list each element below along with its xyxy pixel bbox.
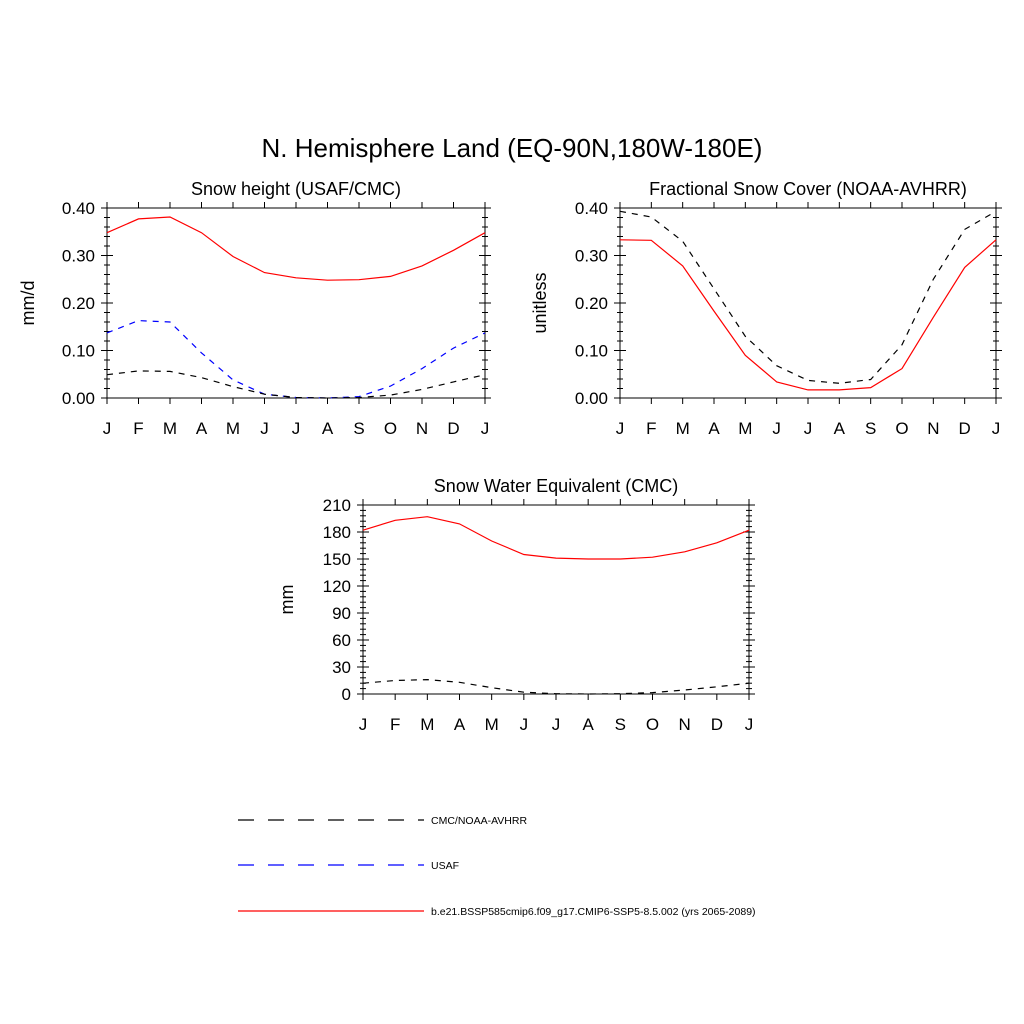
series-line-2 (619, 210, 997, 384)
y-tick-label: 0.30 (62, 247, 95, 266)
x-tick-label: F (390, 715, 400, 734)
series-line-3 (106, 370, 486, 399)
x-tick-label: M (738, 419, 752, 438)
series-line-2 (362, 678, 750, 695)
y-tick-label: 0.30 (575, 247, 608, 266)
x-tick-label: O (895, 419, 908, 438)
x-tick-label: J (292, 419, 301, 438)
y-tick-label: 0.40 (575, 199, 608, 218)
x-tick-label: N (416, 419, 428, 438)
x-tick-label: O (646, 715, 659, 734)
panel-title: Snow height (USAF/CMC) (191, 179, 401, 199)
x-tick-label: A (196, 419, 208, 438)
x-tick-label: M (485, 715, 499, 734)
series-line-1 (619, 239, 997, 391)
x-tick-label: D (711, 715, 723, 734)
x-tick-label: N (927, 419, 939, 438)
y-tick-label: 0.00 (62, 389, 95, 408)
y-tick-label: 210 (323, 496, 351, 515)
y-tick-label: 150 (323, 550, 351, 569)
legend-label-1: CMC/NOAA-AVHRR (431, 815, 527, 827)
x-tick-label: M (226, 419, 240, 438)
y-tick-label: 60 (332, 631, 351, 650)
y-tick-label: 0 (342, 685, 351, 704)
x-tick-label: J (745, 715, 754, 734)
y-tick-label: 0.20 (62, 294, 95, 313)
x-tick-label: A (708, 419, 720, 438)
series-line-1 (106, 216, 486, 281)
y-tick-label: 180 (323, 523, 351, 542)
legend: CMC/NOAA-AVHRR USAF b.e21.BSSP585cmip6.f09… (238, 815, 756, 918)
x-tick-label: J (804, 419, 813, 438)
x-tick-label: S (865, 419, 876, 438)
chart-panel-1: Snow height (USAF/CMC) mm/d 0.00 0.10 0.20 0.… (18, 179, 491, 438)
x-tick-label: J (103, 419, 112, 438)
legend-label-2: USAF (431, 860, 459, 872)
y-tick-label: 30 (332, 658, 351, 677)
y-tick-label: 0.20 (575, 294, 608, 313)
y-tick-label: 0.10 (575, 342, 608, 361)
y-tick-label: 0.00 (575, 389, 608, 408)
x-tick-label: J (616, 419, 625, 438)
x-tick-label: J (260, 419, 269, 438)
x-tick-label: A (582, 715, 594, 734)
panel-title: Snow Water Equivalent (CMC) (434, 476, 678, 496)
x-tick-label: S (615, 715, 626, 734)
x-tick-label: D (447, 419, 459, 438)
x-tick-label: J (552, 715, 561, 734)
x-tick-label: M (676, 419, 690, 438)
x-tick-label: F (133, 419, 143, 438)
x-tick-label: M (420, 715, 434, 734)
y-axis-label: mm/d (18, 281, 38, 326)
x-tick-label: D (959, 419, 971, 438)
figure-title: N. Hemisphere Land (EQ-90N,180W-180E) (262, 133, 763, 163)
x-tick-label: J (772, 419, 781, 438)
y-axis-label: unitless (530, 272, 550, 333)
x-tick-label: F (646, 419, 656, 438)
plot-frame (362, 504, 750, 695)
y-tick-label: 90 (332, 604, 351, 623)
x-tick-label: M (163, 419, 177, 438)
x-tick-label: N (679, 715, 691, 734)
y-axis-label: mm (277, 585, 297, 615)
x-tick-label: S (353, 419, 364, 438)
y-tick-label: 120 (323, 577, 351, 596)
chart-panel-3: Snow Water Equivalent (CMC) mm 0 30 60 90 120 1… (277, 476, 755, 734)
chart-panel-2: Fractional Snow Cover (NOAA-AVHRR) unitle… (530, 179, 1002, 438)
x-tick-label: J (359, 715, 368, 734)
y-tick-label: 0.10 (62, 342, 95, 361)
series-line-2 (106, 319, 486, 399)
x-tick-label: J (992, 419, 1001, 438)
panel-title: Fractional Snow Cover (NOAA-AVHRR) (649, 179, 967, 199)
series-line-1 (362, 516, 750, 560)
legend-label-3: b.e21.BSSP585cmip6.f09_g17.CMIP6-SSP5-8.… (431, 906, 756, 918)
x-tick-label: A (322, 419, 334, 438)
x-tick-label: J (481, 419, 490, 438)
x-tick-label: J (520, 715, 529, 734)
x-tick-label: A (454, 715, 466, 734)
y-tick-label: 0.40 (62, 199, 95, 218)
x-tick-label: A (834, 419, 846, 438)
x-tick-label: O (384, 419, 397, 438)
plot-frame (106, 207, 486, 399)
